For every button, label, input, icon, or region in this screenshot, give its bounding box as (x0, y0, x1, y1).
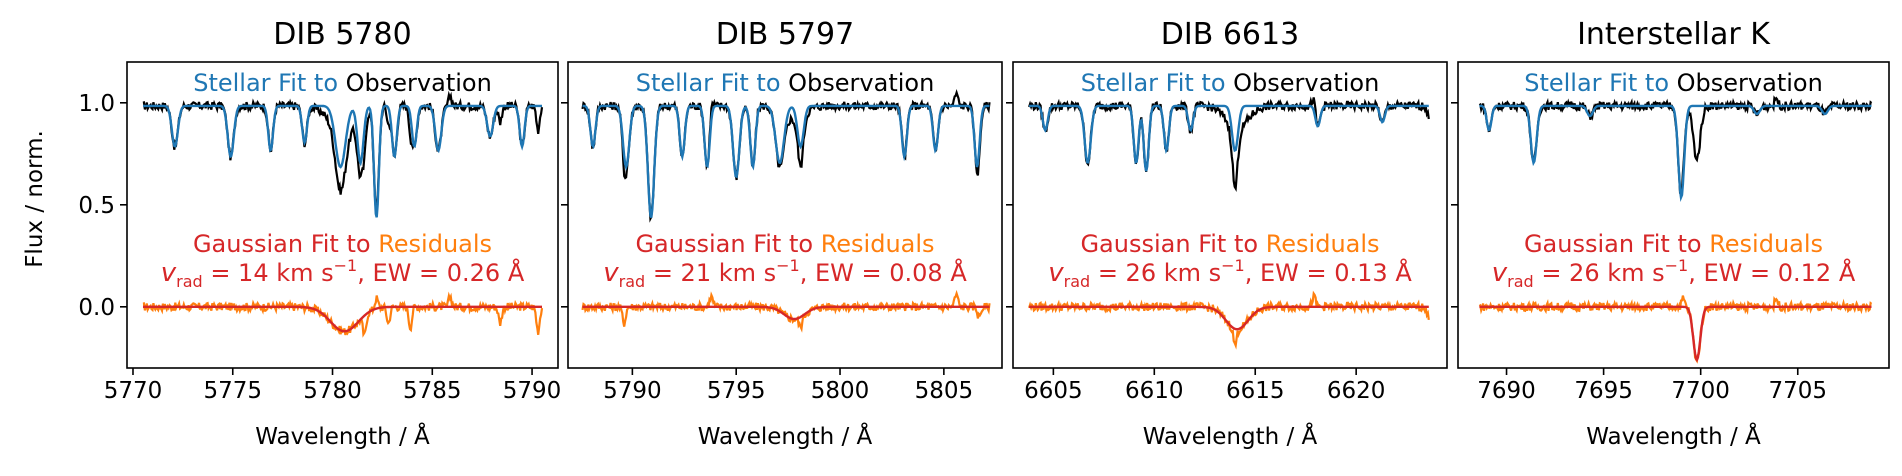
vrad-subscript: rad (176, 272, 203, 291)
residuals-line (1478, 295, 1873, 364)
panel-title: Interstellar K (1577, 17, 1771, 52)
ew-value: , EW = 0.12 Å (1688, 258, 1856, 287)
plot-frame (1457, 61, 1890, 369)
residuals-label: Residuals (821, 230, 935, 258)
vrad-ew-annotation: vrad = 21 km s−1, EW = 0.08 Å (603, 256, 967, 291)
gaussian-fit-label: Gaussian Fit to (1080, 230, 1265, 258)
residuals-line (581, 289, 991, 333)
gaussian-fit-label: Gaussian Fit to (1524, 230, 1709, 258)
vrad-value: = 26 km s (1090, 259, 1221, 287)
x-tick-label: 5775 (203, 378, 262, 404)
x-tick-label: 7695 (1574, 378, 1633, 404)
stellar-fit-label: Stellar Fit to (636, 69, 788, 97)
x-tick-label: 6610 (1125, 378, 1184, 404)
stellar-fit-annotation: Stellar Fit to Observation (193, 69, 492, 97)
stellar-fit-label: Stellar Fit to (1081, 69, 1233, 97)
x-tick-label: 6615 (1226, 378, 1285, 404)
unit-exponent: −1 (1665, 256, 1689, 275)
x-tick-label: 7690 (1477, 378, 1536, 404)
observation-label: Observation (1677, 69, 1823, 97)
panel-4: Interstellar K 7690 7695 7700 7705 Wavelength… (1451, 17, 1890, 450)
x-tick-label: 6605 (1024, 378, 1083, 404)
x-tick-label: 5805 (915, 378, 974, 404)
observation-label: Observation (1233, 69, 1379, 97)
y-axis-label: Flux / norm. (22, 130, 48, 268)
plot-frame (567, 61, 1003, 369)
stellar-fit-label: Stellar Fit to (1524, 69, 1676, 97)
vrad-value: = 21 km s (645, 259, 776, 287)
stellar-fit-annotation: Stellar Fit to Observation (1081, 69, 1380, 97)
vrad-ew-annotation: vrad = 26 km s−1, EW = 0.13 Å (1048, 256, 1412, 291)
observation-label: Observation (788, 69, 934, 97)
x-tick-label: 5780 (303, 378, 362, 404)
stellar-fit-annotation: Stellar Fit to Observation (636, 69, 935, 97)
gaussian-fit-annotation: Gaussian Fit to Residuals (635, 230, 934, 258)
y-tick-label: 0.5 (78, 193, 115, 219)
gaussian-fit-label: Gaussian Fit to (193, 230, 378, 258)
gaussian-fit-line (582, 305, 990, 321)
x-axis-label: Wavelength / Å (698, 422, 873, 450)
vrad-value: = 14 km s (203, 259, 334, 287)
x-tick-label: 7700 (1671, 378, 1730, 404)
gaussian-fit-annotation: Gaussian Fit to Residuals (1080, 230, 1379, 258)
vrad-subscript: rad (1064, 272, 1091, 291)
x-tick-label: 5795 (707, 378, 766, 404)
x-tick-label: 5785 (403, 378, 462, 404)
x-tick-label: 5790 (603, 378, 662, 404)
vrad-symbol: v (1048, 258, 1064, 288)
unit-exponent: −1 (776, 256, 800, 275)
stellar-fit-line (1029, 104, 1429, 172)
stellar-fit-annotation: Stellar Fit to Observation (1524, 69, 1823, 97)
unit-exponent: −1 (1221, 256, 1245, 275)
stellar-fit-line (1479, 104, 1872, 202)
residuals-label: Residuals (1266, 230, 1380, 258)
x-tick-label: 5800 (811, 378, 870, 404)
unit-exponent: −1 (334, 256, 358, 275)
panel-title: DIB 5797 (716, 17, 854, 52)
y-tick-label: 0.0 (78, 295, 115, 321)
vrad-subscript: rad (1507, 272, 1534, 291)
panel-title: DIB 5780 (273, 17, 411, 52)
x-tick-label: 6620 (1327, 378, 1386, 404)
panel-title: DIB 6613 (1161, 17, 1299, 52)
x-tick-label: 7705 (1768, 378, 1827, 404)
gaussian-fit-annotation: Gaussian Fit to Residuals (1524, 230, 1823, 258)
y-tick-label: 1.0 (78, 91, 115, 117)
ew-value: , EW = 0.08 Å (800, 258, 968, 287)
residuals-label: Residuals (378, 230, 492, 258)
observation-line (142, 90, 544, 210)
gaussian-fit-line (143, 305, 542, 333)
panel-2: DIB 5797 5790 5795 5800 5805 Wavelength / Å St… (561, 17, 1003, 450)
stellar-fit-label: Stellar Fit to (193, 69, 345, 97)
vrad-symbol: v (161, 258, 177, 288)
residuals-label: Residuals (1709, 230, 1823, 258)
plot-frame (126, 61, 559, 369)
gaussian-fit-line (1479, 305, 1872, 363)
vrad-ew-annotation: vrad = 26 km s−1, EW = 0.12 Å (1492, 256, 1856, 291)
vrad-subscript: rad (619, 272, 646, 291)
gaussian-fit-label: Gaussian Fit to (635, 230, 820, 258)
vrad-symbol: v (603, 258, 619, 288)
gaussian-fit-annotation: Gaussian Fit to Residuals (193, 230, 492, 258)
gaussian-fit-line (1029, 305, 1429, 331)
x-axis-label: Wavelength / Å (1586, 422, 1761, 450)
x-axis-label: Wavelength / Å (255, 422, 430, 450)
vrad-value: = 26 km s (1534, 259, 1665, 287)
x-tick-label: 5770 (104, 378, 163, 404)
stellar-fit-line (143, 104, 542, 218)
ew-value: , EW = 0.26 Å (357, 258, 525, 287)
vrad-ew-annotation: vrad = 14 km s−1, EW = 0.26 Å (161, 256, 525, 291)
x-tick-label: 5790 (503, 378, 562, 404)
panel-3: DIB 6613 6605 6610 6615 6620 Wavelength / Å St… (1006, 17, 1448, 450)
plot-frame (1012, 61, 1448, 369)
vrad-symbol: v (1492, 258, 1508, 288)
residuals-line (1028, 290, 1430, 350)
stellar-fit-line (582, 104, 990, 219)
ew-value: , EW = 0.13 Å (1245, 258, 1413, 287)
x-axis-label: Wavelength / Å (1143, 422, 1318, 450)
observation-label: Observation (346, 69, 492, 97)
residuals-line (142, 291, 544, 338)
panel-1: DIB 5780 5770 5775 5780 5785 5790 0.0 0.5 1.0 Wav… (78, 17, 561, 450)
